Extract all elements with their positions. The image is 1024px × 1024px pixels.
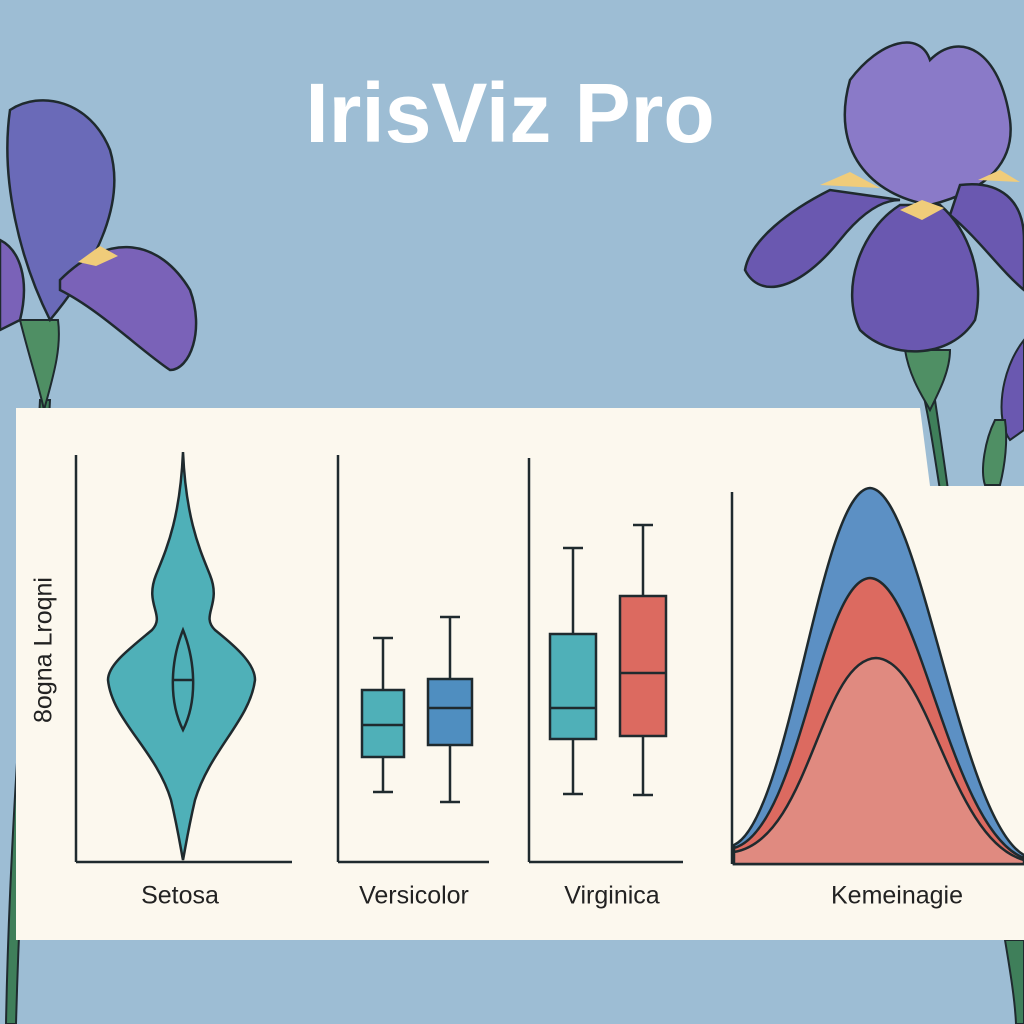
petal	[843, 41, 1012, 207]
violin	[106, 451, 257, 861]
sepal-base	[903, 349, 952, 413]
title: IrisViz Pro	[305, 66, 714, 160]
panel-label: Setosa	[141, 882, 219, 910]
y-axis-label: 8ogna Lroqni	[30, 577, 58, 723]
violin-inner	[171, 626, 195, 733]
whisker	[563, 546, 583, 796]
petal	[743, 188, 901, 288]
panel-label: Virginica	[564, 882, 660, 910]
box	[618, 594, 668, 738]
petal	[851, 203, 980, 353]
stem	[1003, 939, 1024, 1024]
iris-right	[743, 41, 1024, 1024]
panel-label: Kemeinagie	[831, 882, 963, 910]
bud	[1000, 338, 1024, 442]
box-panel: Virginica	[527, 458, 683, 910]
whisker	[373, 636, 393, 794]
beard	[78, 246, 118, 266]
box-panel: Versicolor	[336, 455, 489, 910]
petal	[948, 183, 1024, 292]
box	[360, 688, 406, 759]
box	[548, 632, 598, 741]
density-curve	[732, 656, 1024, 866]
beard	[820, 170, 1020, 220]
bud-stem	[982, 419, 1008, 486]
violin-panel: 8ogna Lroqni Setosa	[30, 451, 292, 910]
whisker	[633, 523, 653, 797]
petal	[58, 245, 198, 372]
density-panel: Kemeinagie	[730, 486, 1024, 910]
petal	[0, 238, 26, 332]
panel-label: Versicolor	[359, 882, 469, 910]
whisker	[440, 615, 460, 804]
box	[426, 677, 474, 747]
